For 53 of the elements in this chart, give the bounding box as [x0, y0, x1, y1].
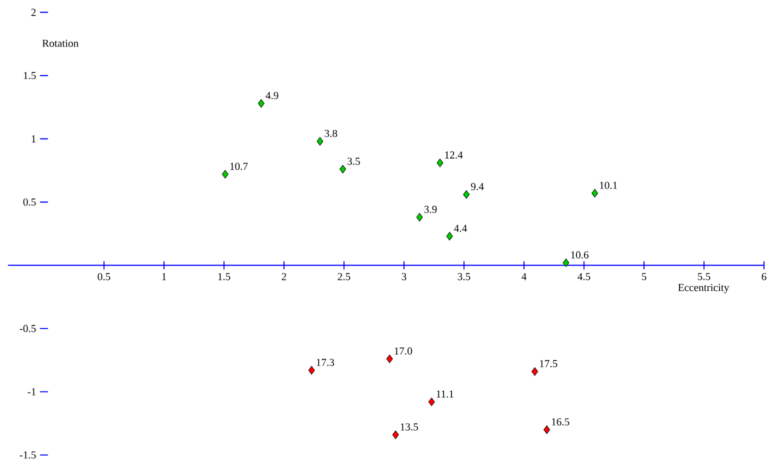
y-tick-label: 2 [31, 8, 36, 16]
annotation: 12.4 [445, 151, 463, 159]
annotation: 9.4 [470, 183, 484, 190]
y-axis-title: Rotation [42, 40, 78, 47]
annotation: 10.1 [600, 182, 617, 189]
point [436, 158, 444, 168]
x-tick-label: 1 [162, 273, 166, 280]
x-tick-label: 2 [282, 273, 286, 280]
x-axis-title: Eccentricity [678, 284, 730, 294]
annotation: 10.6 [571, 251, 589, 258]
x-tick-label: 4.5 [578, 273, 590, 280]
annotation: 4.4 [454, 224, 467, 232]
point [386, 354, 393, 364]
annotation: 10.7 [230, 162, 248, 170]
x-tick-label: 3 [402, 273, 406, 280]
y-tick-label: -1.5 [20, 451, 36, 459]
annotation: 16.5 [552, 418, 570, 426]
point [308, 366, 315, 375]
x-tick-label: 5.5 [698, 273, 710, 280]
y-tick-label: -0.5 [20, 324, 36, 332]
point [258, 99, 264, 108]
annotation: 3.8 [324, 130, 338, 138]
x-tick-label: 6 [762, 273, 766, 280]
annotation: 3.5 [348, 158, 360, 165]
point [428, 398, 435, 406]
annotation: 17.5 [540, 360, 558, 368]
point [592, 188, 598, 198]
annotation: 4.9 [266, 92, 278, 100]
point [463, 190, 470, 199]
annotation: 17.0 [394, 347, 412, 355]
point [416, 212, 423, 222]
annotation: 13.5 [400, 423, 418, 431]
annotation: 3.9 [424, 206, 437, 213]
point [446, 232, 453, 240]
y-tick-label: 1.5 [24, 72, 36, 80]
annotation: 17.3 [316, 358, 334, 366]
point [340, 164, 346, 174]
point [562, 258, 570, 268]
y-tick-label: 0.5 [23, 198, 36, 206]
point [544, 425, 550, 434]
y-tick-label: 1 [32, 135, 36, 142]
annotation: 11.1 [436, 390, 454, 398]
point [222, 170, 228, 178]
x-tick-label: 3.5 [458, 273, 470, 280]
x-tick-label: 4 [522, 273, 526, 280]
point [392, 430, 399, 440]
point [532, 367, 538, 376]
y-tick-label: -1 [28, 388, 36, 396]
x-tick-label: 0.5 [98, 273, 110, 280]
x-tick-label: 2.5 [338, 273, 350, 280]
point [316, 137, 324, 146]
x-tick-label: 5 [642, 273, 646, 280]
x-tick-label: 1.5 [218, 273, 230, 280]
